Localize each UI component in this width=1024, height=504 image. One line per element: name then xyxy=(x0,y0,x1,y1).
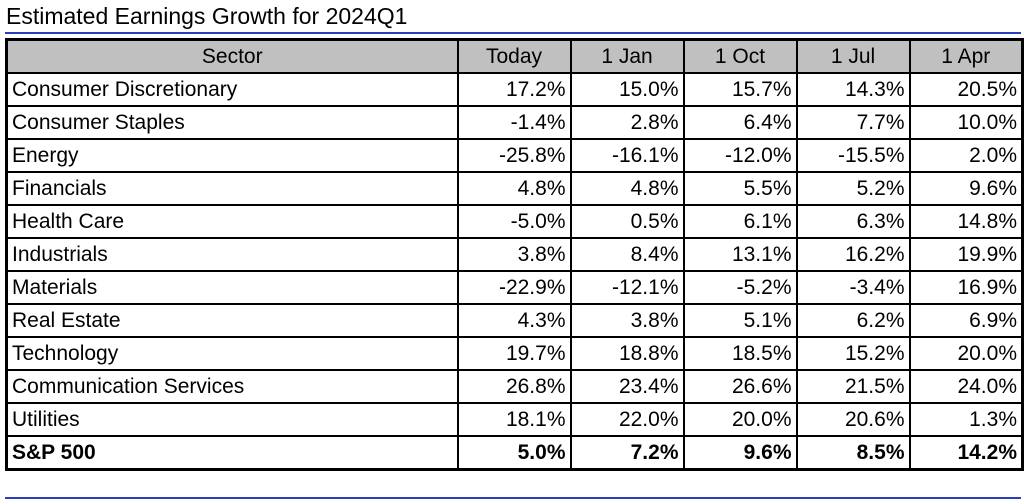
title-underline-rule xyxy=(5,32,1021,34)
sector-cell: Utilities xyxy=(5,402,459,437)
value-cell: 15.2% xyxy=(795,336,911,371)
value-cell: -16.1% xyxy=(569,138,685,173)
value-cell: 15.7% xyxy=(682,72,798,107)
value-cell: 5.2% xyxy=(795,171,911,206)
sector-cell: Consumer Discretionary xyxy=(5,72,459,107)
value-cell: 3.8% xyxy=(456,237,572,272)
value-cell: 21.5% xyxy=(795,369,911,404)
table-row: Materials -22.9% -12.1% -5.2% -3.4% 16.9% xyxy=(5,270,1024,305)
value-cell: 16.2% xyxy=(795,237,911,272)
value-cell: 15.0% xyxy=(569,72,685,107)
table-row: Consumer Staples -1.4% 2.8% 6.4% 7.7% 10.0% xyxy=(5,105,1024,140)
value-cell: 6.4% xyxy=(682,105,798,140)
bottom-rule xyxy=(5,497,1021,499)
value-cell: -22.9% xyxy=(456,270,572,305)
value-cell: 7.2% xyxy=(569,435,685,471)
table-row: Consumer Discretionary 17.2% 15.0% 15.7% 14.… xyxy=(5,72,1024,107)
sector-cell: Technology xyxy=(5,336,459,371)
value-cell: 19.7% xyxy=(456,336,572,371)
value-cell: 14.8% xyxy=(908,204,1024,239)
column-header-1-jan: 1 Jan xyxy=(569,38,685,74)
table-row-total: S&P 500 5.0% 7.2% 9.6% 8.5% 14.2% xyxy=(5,435,1024,471)
table-row: Real Estate 4.3% 3.8% 5.1% 6.2% 6.9% xyxy=(5,303,1024,338)
sector-cell: Industrials xyxy=(5,237,459,272)
value-cell: 19.9% xyxy=(908,237,1024,272)
value-cell: 26.8% xyxy=(456,369,572,404)
earnings-growth-table: Sector Today 1 Jan 1 Oct 1 Jul 1 Apr Con… xyxy=(5,38,1024,471)
table-row: Industrials 3.8% 8.4% 13.1% 16.2% 19.9% xyxy=(5,237,1024,272)
value-cell: 6.3% xyxy=(795,204,911,239)
column-header-sector: Sector xyxy=(5,38,459,74)
value-cell: 7.7% xyxy=(795,105,911,140)
value-cell: 9.6% xyxy=(682,435,798,471)
value-cell: 26.6% xyxy=(682,369,798,404)
table-row: Communication Services 26.8% 23.4% 26.6% 21.… xyxy=(5,369,1024,404)
value-cell: 18.5% xyxy=(682,336,798,371)
value-cell: -5.2% xyxy=(682,270,798,305)
sector-cell: Materials xyxy=(5,270,459,305)
value-cell: 6.2% xyxy=(795,303,911,338)
table-row: Technology 19.7% 18.8% 18.5% 15.2% 20.0% xyxy=(5,336,1024,371)
table-body: Consumer Discretionary 17.2% 15.0% 15.7% 14.… xyxy=(5,72,1024,471)
value-cell: 17.2% xyxy=(456,72,572,107)
value-cell: 5.5% xyxy=(682,171,798,206)
value-cell: -12.0% xyxy=(682,138,798,173)
value-cell: 6.9% xyxy=(908,303,1024,338)
value-cell: 8.4% xyxy=(569,237,685,272)
value-cell: 2.8% xyxy=(569,105,685,140)
value-cell: -1.4% xyxy=(456,105,572,140)
table-row: Utilities 18.1% 22.0% 20.0% 20.6% 1.3% xyxy=(5,402,1024,437)
sector-cell: Real Estate xyxy=(5,303,459,338)
value-cell: 5.0% xyxy=(456,435,572,471)
value-cell: 4.3% xyxy=(456,303,572,338)
value-cell: 2.0% xyxy=(908,138,1024,173)
value-cell: 1.3% xyxy=(908,402,1024,437)
value-cell: 18.1% xyxy=(456,402,572,437)
value-cell: -25.8% xyxy=(456,138,572,173)
value-cell: 9.6% xyxy=(908,171,1024,206)
value-cell: 6.1% xyxy=(682,204,798,239)
value-cell: 20.0% xyxy=(682,402,798,437)
value-cell: 13.1% xyxy=(682,237,798,272)
value-cell: 14.3% xyxy=(795,72,911,107)
sector-cell: Financials xyxy=(5,171,459,206)
table-row: Health Care -5.0% 0.5% 6.1% 6.3% 14.8% xyxy=(5,204,1024,239)
value-cell: -5.0% xyxy=(456,204,572,239)
sector-cell: Health Care xyxy=(5,204,459,239)
sector-cell: S&P 500 xyxy=(5,435,459,471)
column-header-1-apr: 1 Apr xyxy=(908,38,1024,74)
value-cell: 4.8% xyxy=(569,171,685,206)
table-row: Energy -25.8% -16.1% -12.0% -15.5% 2.0% xyxy=(5,138,1024,173)
header-row: Sector Today 1 Jan 1 Oct 1 Jul 1 Apr xyxy=(5,38,1024,74)
value-cell: -12.1% xyxy=(569,270,685,305)
value-cell: 3.8% xyxy=(569,303,685,338)
value-cell: 16.9% xyxy=(908,270,1024,305)
column-header-1-oct: 1 Oct xyxy=(682,38,798,74)
value-cell: 20.6% xyxy=(795,402,911,437)
value-cell: 20.0% xyxy=(908,336,1024,371)
column-header-today: Today xyxy=(456,38,572,74)
value-cell: -3.4% xyxy=(795,270,911,305)
value-cell: 23.4% xyxy=(569,369,685,404)
table-title: Estimated Earnings Growth for 2024Q1 xyxy=(6,3,408,29)
value-cell: 20.5% xyxy=(908,72,1024,107)
sector-cell: Energy xyxy=(5,138,459,173)
value-cell: 10.0% xyxy=(908,105,1024,140)
sector-cell: Consumer Staples xyxy=(5,105,459,140)
value-cell: 0.5% xyxy=(569,204,685,239)
sector-cell: Communication Services xyxy=(5,369,459,404)
value-cell: -15.5% xyxy=(795,138,911,173)
table-row: Financials 4.8% 4.8% 5.5% 5.2% 9.6% xyxy=(5,171,1024,206)
value-cell: 14.2% xyxy=(908,435,1024,471)
column-header-1-jul: 1 Jul xyxy=(795,38,911,74)
value-cell: 8.5% xyxy=(795,435,911,471)
value-cell: 18.8% xyxy=(569,336,685,371)
value-cell: 22.0% xyxy=(569,402,685,437)
value-cell: 5.1% xyxy=(682,303,798,338)
value-cell: 4.8% xyxy=(456,171,572,206)
value-cell: 24.0% xyxy=(908,369,1024,404)
